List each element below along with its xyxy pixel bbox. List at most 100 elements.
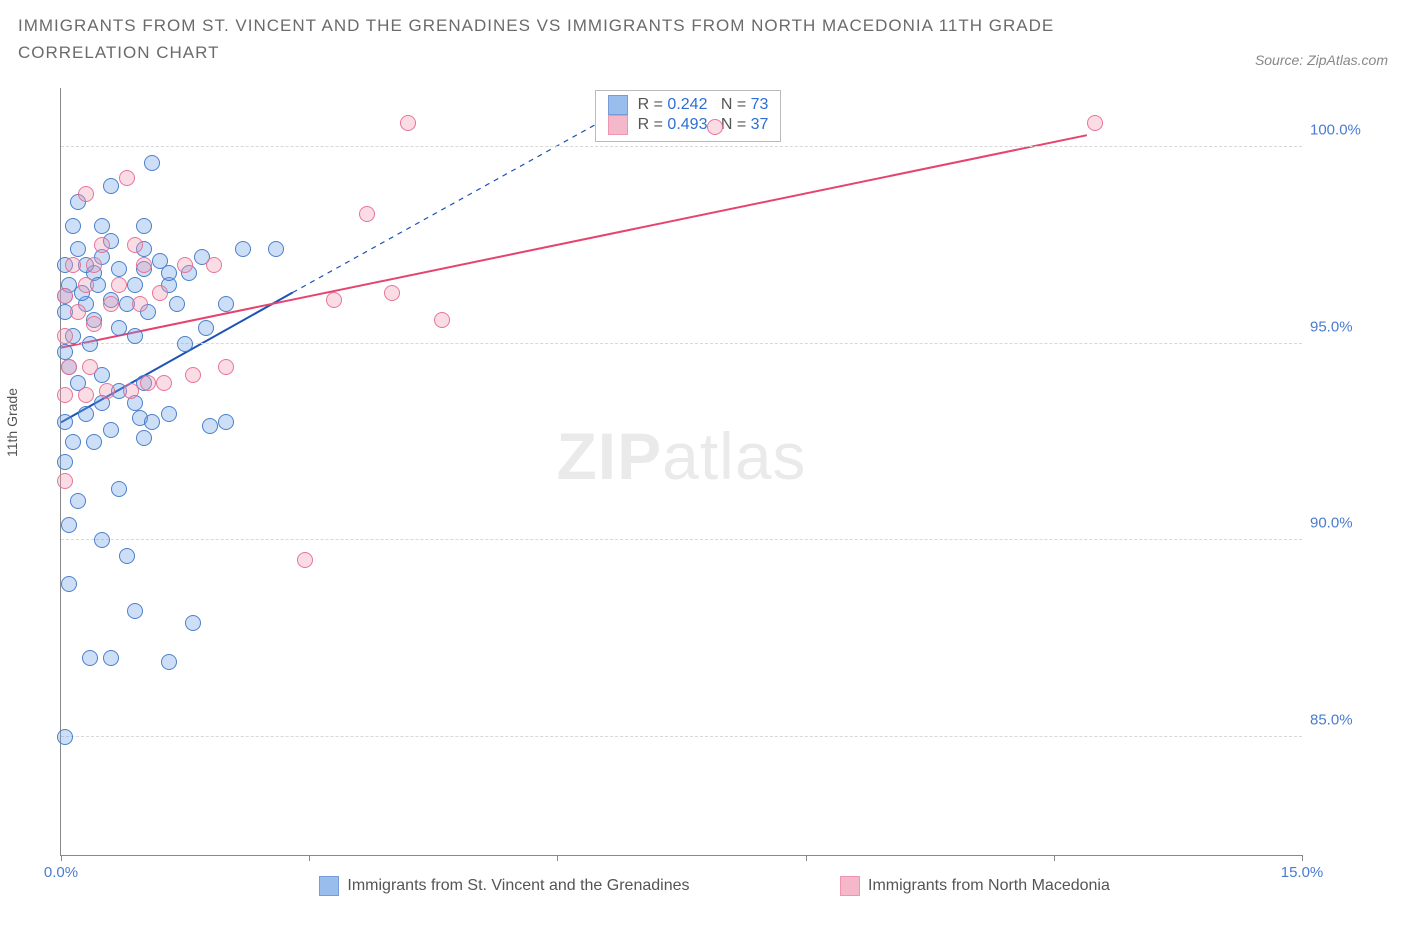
data-point [103, 422, 119, 438]
data-point [119, 548, 135, 564]
data-point [65, 257, 81, 273]
data-point [161, 654, 177, 670]
data-point [65, 218, 81, 234]
data-point [177, 257, 193, 273]
data-point [103, 178, 119, 194]
x-tick [806, 855, 807, 861]
data-point [218, 414, 234, 430]
data-point [119, 170, 135, 186]
data-point [384, 285, 400, 301]
x-tick-label: 0.0% [44, 864, 78, 881]
x-tick [1302, 855, 1303, 861]
data-point [57, 387, 73, 403]
y-tick-label: 100.0% [1310, 122, 1382, 139]
data-point [127, 603, 143, 619]
series-swatch [608, 115, 628, 135]
data-point [57, 414, 73, 430]
data-point [144, 414, 160, 430]
data-point [86, 316, 102, 332]
data-point [218, 296, 234, 312]
data-point [111, 261, 127, 277]
data-point [185, 367, 201, 383]
chart-title: IMMIGRANTS FROM ST. VINCENT AND THE GREN… [18, 12, 1138, 66]
data-point [99, 383, 115, 399]
data-point [235, 241, 251, 257]
data-point [161, 406, 177, 422]
data-point [57, 328, 73, 344]
data-point [94, 218, 110, 234]
data-point [65, 434, 81, 450]
data-point [136, 430, 152, 446]
data-point [434, 312, 450, 328]
data-point [152, 285, 168, 301]
data-point [136, 218, 152, 234]
data-point [156, 375, 172, 391]
data-point [326, 292, 342, 308]
data-point [70, 493, 86, 509]
data-point [127, 277, 143, 293]
legend-item: Immigrants from North Macedonia [840, 876, 1110, 896]
data-point [57, 729, 73, 745]
data-point [123, 383, 139, 399]
data-point [136, 257, 152, 273]
stats-row: R = 0.242 N = 73 [608, 95, 769, 115]
data-point [78, 186, 94, 202]
legend-label: Immigrants from St. Vincent and the Gren… [347, 877, 689, 895]
data-point [1087, 115, 1103, 131]
legend-swatch [319, 876, 339, 896]
grid-line [61, 539, 1302, 540]
x-tick [309, 855, 310, 861]
data-point [103, 650, 119, 666]
data-point [400, 115, 416, 131]
data-point [268, 241, 284, 257]
grid-line [61, 736, 1302, 737]
x-tick-label: 15.0% [1281, 864, 1324, 881]
data-point [78, 406, 94, 422]
data-point [185, 615, 201, 631]
data-point [94, 532, 110, 548]
data-point [57, 344, 73, 360]
grid-line [61, 343, 1302, 344]
y-axis-label: 11th Grade [4, 388, 20, 457]
source-label: Source: ZipAtlas.com [1255, 52, 1388, 68]
data-point [57, 454, 73, 470]
trend-lines [61, 88, 1302, 855]
data-point [103, 296, 119, 312]
data-point [177, 336, 193, 352]
data-point [61, 359, 77, 375]
data-point [82, 359, 98, 375]
data-point [57, 473, 73, 489]
y-tick-label: 95.0% [1310, 318, 1382, 335]
data-point [152, 253, 168, 269]
data-point [82, 336, 98, 352]
data-point [82, 650, 98, 666]
data-point [169, 296, 185, 312]
data-point [218, 359, 234, 375]
grid-line [61, 146, 1302, 147]
data-point [78, 387, 94, 403]
stats-row: R = 0.493 N = 37 [608, 115, 769, 135]
y-tick-label: 85.0% [1310, 712, 1382, 729]
data-point [111, 320, 127, 336]
data-point [127, 328, 143, 344]
data-point [86, 257, 102, 273]
data-point [707, 119, 723, 135]
x-tick [557, 855, 558, 861]
data-point [206, 257, 222, 273]
series-swatch [608, 95, 628, 115]
legend-item: Immigrants from St. Vincent and the Gren… [319, 876, 689, 896]
y-tick-label: 90.0% [1310, 515, 1382, 532]
data-point [198, 320, 214, 336]
data-point [61, 517, 77, 533]
x-tick [1054, 855, 1055, 861]
stats-box: R = 0.242 N = 73R = 0.493 N = 37 [595, 90, 782, 142]
data-point [127, 237, 143, 253]
data-point [61, 576, 77, 592]
legend-label: Immigrants from North Macedonia [868, 877, 1110, 895]
data-point [111, 277, 127, 293]
data-point [202, 418, 218, 434]
data-point [359, 206, 375, 222]
data-point [70, 304, 86, 320]
data-point [111, 481, 127, 497]
data-point [70, 241, 86, 257]
